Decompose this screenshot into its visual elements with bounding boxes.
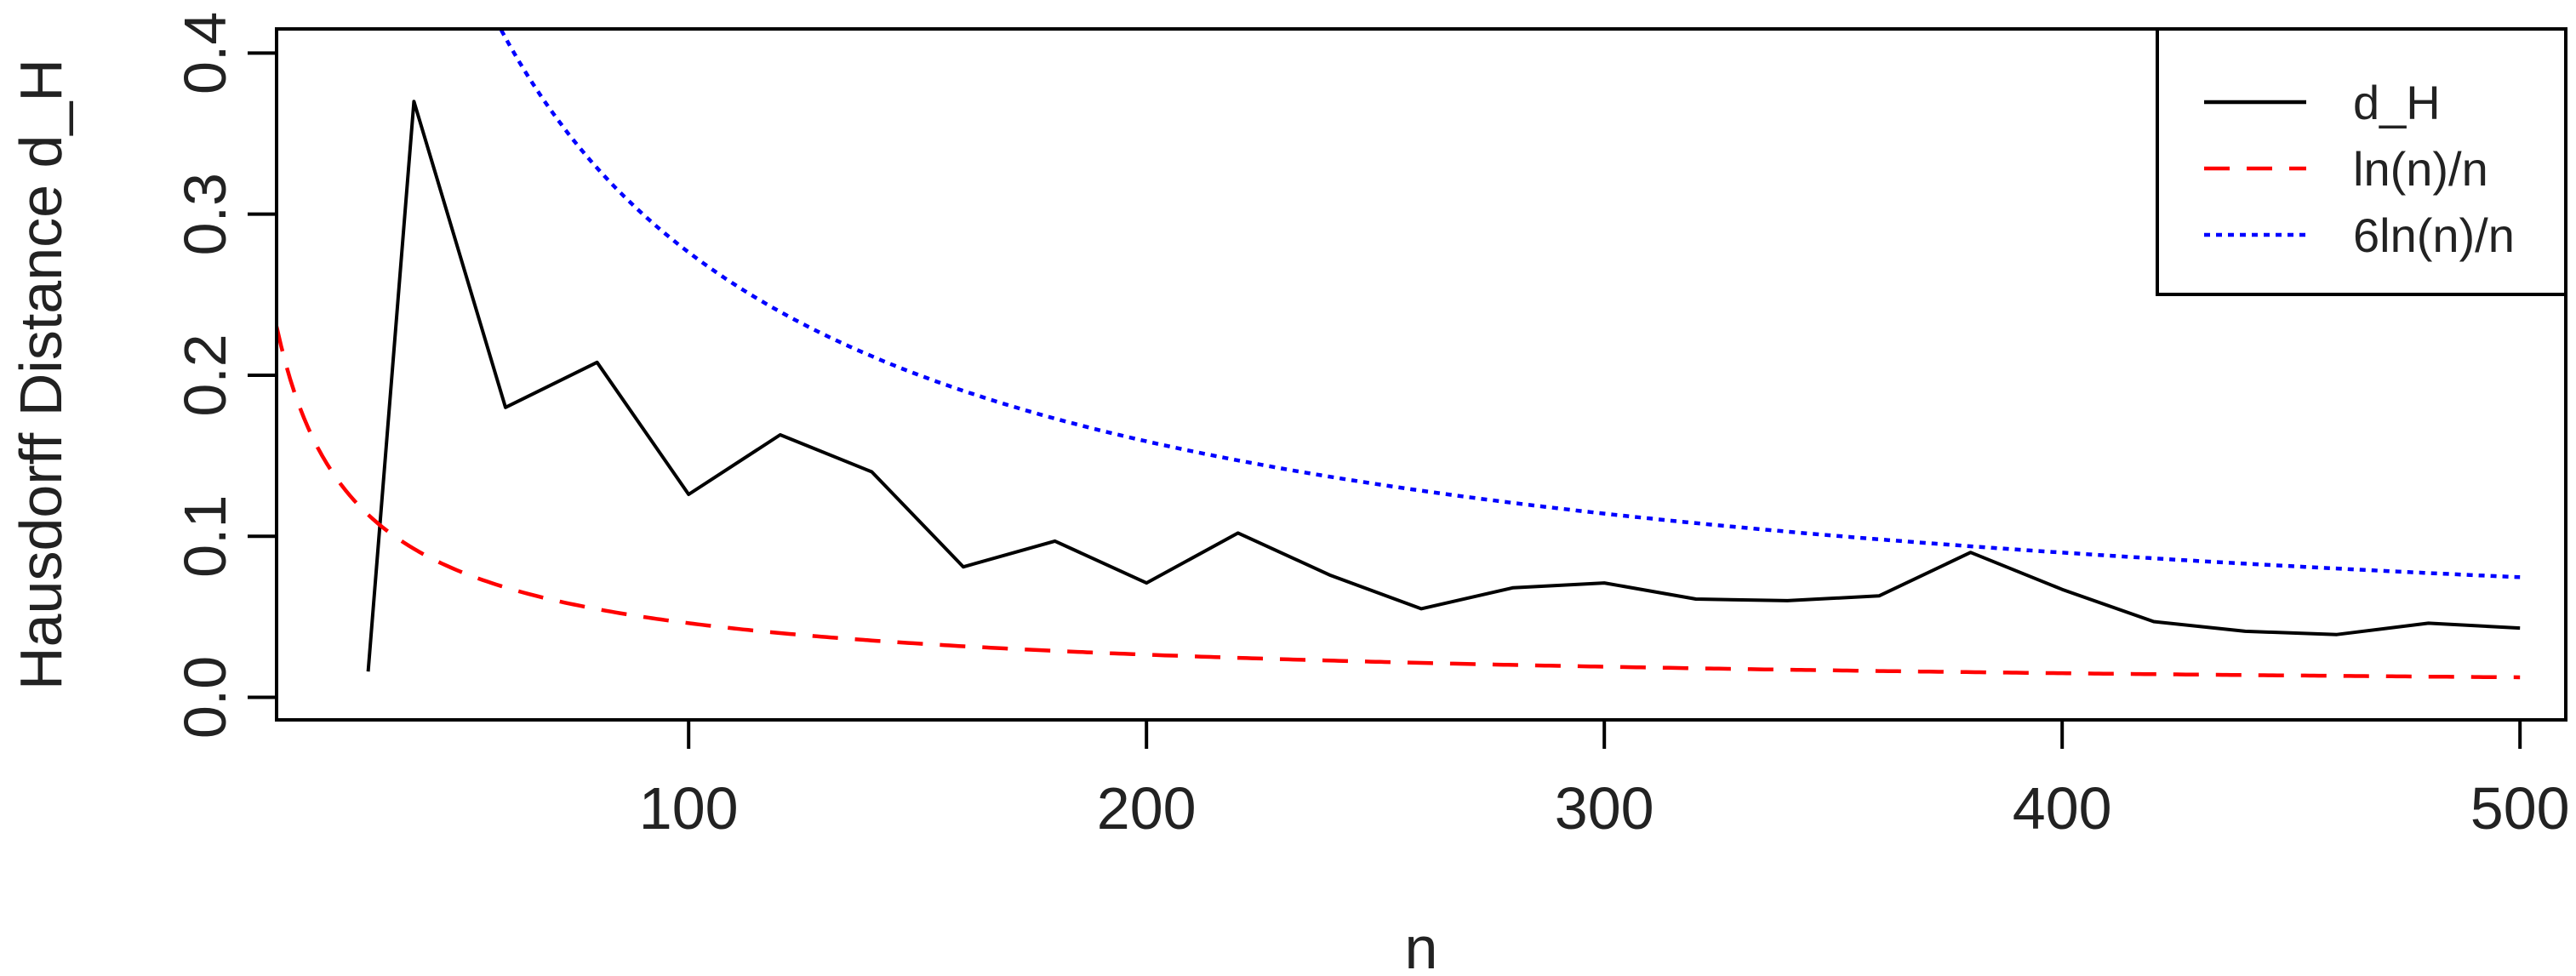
y-tick-label: 0.2 — [172, 334, 238, 416]
x-tick-label: 100 — [639, 775, 739, 842]
series-line-dh — [366, 100, 2521, 672]
plot-frame — [275, 27, 2567, 722]
legend-box — [2156, 27, 2567, 296]
y-tick-label: 0.0 — [172, 656, 238, 739]
legend: d_H ln(n)/n 6ln(n)/n — [2156, 27, 2567, 296]
x-tick-label: 300 — [1555, 775, 1654, 842]
legend-label: d_H — [2353, 76, 2441, 129]
x-axis-ticks: 100 200 300 400 500 — [639, 720, 2570, 842]
series-layer — [277, 29, 2521, 680]
y-tick-label: 0.3 — [172, 173, 238, 255]
legend-label: 6ln(n)/n — [2353, 208, 2515, 262]
series-line-ln-n-over-n — [277, 326, 2521, 680]
legend-label: ln(n)/n — [2353, 142, 2488, 196]
y-axis-label: Hausdorff Distance d_H — [8, 59, 74, 690]
x-tick-label: 400 — [2013, 775, 2112, 842]
series-line-6ln-n-over-n — [498, 29, 2521, 579]
y-axis-ticks: 0.0 0.1 0.2 0.3 0.4 — [172, 12, 277, 739]
x-axis-label: n — [1405, 915, 1438, 976]
y-tick-label: 0.4 — [172, 12, 238, 94]
x-tick-label: 200 — [1097, 775, 1197, 842]
y-tick-label: 0.1 — [172, 495, 238, 578]
x-tick-label: 500 — [2470, 775, 2570, 842]
